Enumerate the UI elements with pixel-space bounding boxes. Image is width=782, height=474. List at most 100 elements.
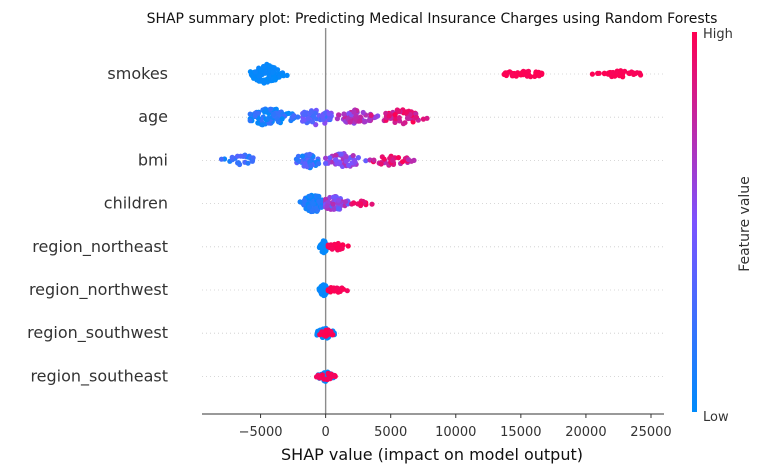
shap-point-smokes xyxy=(610,69,616,76)
shap-point-smokes xyxy=(260,78,266,84)
shap-point-age xyxy=(386,113,392,119)
shap-point-region_southeast xyxy=(325,370,331,376)
shap-point-age xyxy=(336,112,342,118)
shap-point-smokes xyxy=(596,70,602,76)
shap-point-children xyxy=(369,201,375,207)
shap-point-children xyxy=(324,203,330,209)
shap-point-age xyxy=(403,109,410,115)
x-tick-label: 0 xyxy=(321,425,329,440)
shap-point-smokes xyxy=(249,73,255,79)
shap-point-age xyxy=(357,118,363,124)
shap-point-region_northeast xyxy=(339,245,345,252)
shap-point-bmi xyxy=(343,153,349,160)
shap-point-bmi xyxy=(338,151,344,157)
shap-point-bmi xyxy=(249,158,255,164)
shap-point-bmi xyxy=(333,157,339,163)
shap-point-region_northwest xyxy=(323,283,329,289)
shap-point-bmi xyxy=(238,153,244,159)
shap-point-age xyxy=(247,118,253,124)
colorbar-high-label: High xyxy=(703,27,733,42)
chart-title: SHAP summary plot: Predicting Medical In… xyxy=(147,11,718,27)
beeswarm-points xyxy=(218,61,644,384)
colorbar-low-label: Low xyxy=(703,410,729,425)
shap-point-smokes xyxy=(589,71,596,77)
shap-point-age xyxy=(273,106,279,112)
shap-point-smokes xyxy=(284,72,290,78)
shap-point-smokes xyxy=(534,71,540,77)
shap-point-region_northeast xyxy=(329,246,335,252)
feature-label-children: children xyxy=(104,194,168,213)
shap-point-smokes xyxy=(622,68,628,74)
shap-point-bmi xyxy=(352,159,358,165)
shap-point-region_northwest xyxy=(318,289,324,295)
x-tick-label: 5000 xyxy=(374,425,407,440)
shap-point-age xyxy=(291,113,297,119)
shap-point-age xyxy=(327,115,333,121)
shap-point-age xyxy=(361,119,367,125)
shap-point-region_northeast xyxy=(335,244,341,250)
shap-point-age xyxy=(347,119,353,125)
shap-point-age xyxy=(255,110,261,116)
shap-point-children xyxy=(313,205,319,211)
shap-point-children xyxy=(307,193,313,199)
x-tick-label: 20000 xyxy=(565,425,606,440)
shap-point-bmi xyxy=(307,151,313,157)
shap-point-bmi xyxy=(327,155,333,161)
shap-point-children xyxy=(330,201,336,207)
shap-point-age xyxy=(353,116,359,122)
shap-point-bmi xyxy=(333,152,339,158)
shap-point-smokes xyxy=(260,63,267,70)
shap-point-children xyxy=(318,204,325,210)
shap-point-bmi xyxy=(395,155,402,161)
shap-point-region_northeast xyxy=(345,243,351,249)
shap-point-bmi xyxy=(245,160,251,166)
shap-point-bmi xyxy=(293,156,299,162)
shap-point-bmi xyxy=(371,157,377,163)
shap-point-bmi xyxy=(355,155,361,161)
shap-point-region_southwest xyxy=(317,332,323,338)
shap-point-smokes xyxy=(502,70,508,76)
shap-point-bmi xyxy=(343,158,349,164)
shap-point-bmi xyxy=(381,156,387,162)
x-tick-label: 15000 xyxy=(500,425,541,440)
colorbar-title: Feature value xyxy=(737,176,753,272)
shap-point-region_southeast xyxy=(313,374,320,380)
x-axis-label: SHAP value (impact on model output) xyxy=(281,445,583,464)
feature-label-region_northeast: region_northeast xyxy=(32,237,168,257)
shap-point-age xyxy=(396,108,402,114)
feature-label-region_southwest: region_southwest xyxy=(27,323,168,343)
shap-point-age xyxy=(275,119,282,125)
shap-point-age xyxy=(392,112,398,118)
shap-point-age xyxy=(308,109,314,115)
shap-point-smokes xyxy=(634,70,640,76)
shap-point-smokes xyxy=(279,72,285,78)
shap-point-children xyxy=(301,197,308,203)
shap-point-bmi xyxy=(229,154,235,160)
shap-point-region_southeast xyxy=(321,376,327,382)
shap-point-age xyxy=(267,106,274,112)
shap-point-bmi xyxy=(308,162,314,169)
shap-point-smokes xyxy=(509,72,515,78)
x-tick-label: −5000 xyxy=(239,425,283,440)
shap-point-age xyxy=(301,111,307,118)
shap-point-bmi xyxy=(400,159,406,165)
shap-point-age xyxy=(305,115,311,121)
feature-label-age: age xyxy=(138,107,168,126)
shap-point-region_southwest xyxy=(325,332,331,338)
shap-point-region_southwest xyxy=(330,332,336,338)
shap-point-smokes xyxy=(514,72,520,78)
feature-label-region_northwest: region_northwest xyxy=(29,280,168,300)
shap-point-bmi xyxy=(323,160,329,166)
shap-point-region_northeast xyxy=(325,242,331,248)
shap-point-children xyxy=(351,200,357,206)
shap-point-smokes xyxy=(272,77,278,83)
shap-point-children xyxy=(297,199,303,205)
shap-point-bmi xyxy=(323,155,329,161)
shap-point-age xyxy=(407,112,413,118)
shap-point-smokes xyxy=(539,70,545,76)
shap-point-region_northwest xyxy=(325,288,331,294)
shap-point-region_southeast xyxy=(327,376,333,382)
shap-point-children xyxy=(310,200,316,206)
shap-point-bmi xyxy=(218,156,225,162)
shap-point-bmi xyxy=(405,157,412,163)
